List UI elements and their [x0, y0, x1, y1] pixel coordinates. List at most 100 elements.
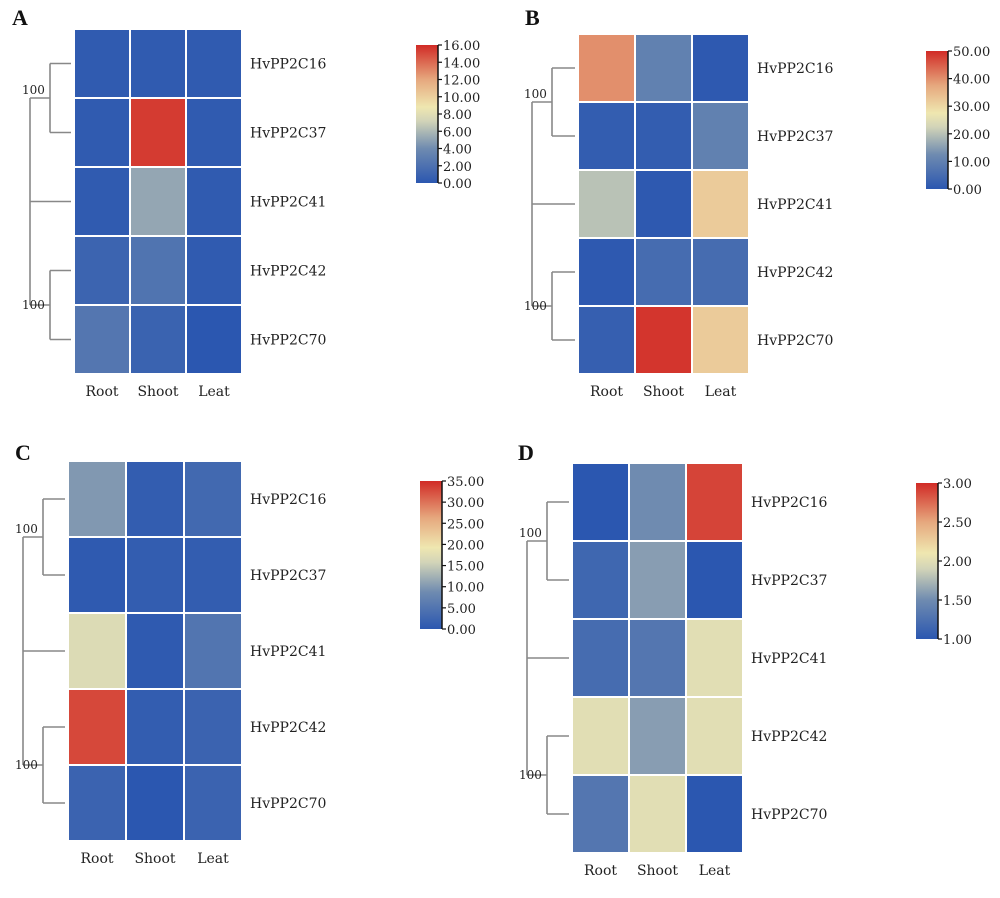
colorbar-tick-label: 25.00	[447, 517, 484, 532]
colorbar-tick-label: 12.00	[443, 74, 480, 89]
colorbar-tick-label: 2.00	[943, 555, 972, 570]
dendrogram	[531, 67, 575, 341]
heatmap-cell-hvpp2c70-shoot	[125, 764, 185, 842]
heatmap-cell-hvpp2c42-root	[577, 237, 636, 307]
column-label: Shoot	[637, 863, 678, 879]
heatmap-cell-hvpp2c42-shoot	[634, 237, 693, 307]
colorbar-tick-label: 0.00	[443, 177, 472, 192]
heatmap-cell-hvpp2c37-root	[577, 101, 636, 171]
bootstrap-value: 100	[524, 299, 547, 313]
colorbar-tick-label: 20.00	[447, 538, 484, 553]
heatmap-cell-hvpp2c16-root	[73, 28, 131, 99]
heatmap-cell-hvpp2c41-leat	[691, 169, 750, 239]
row-label: HvPP2C41	[757, 197, 833, 213]
column-label: Shoot	[134, 851, 175, 867]
heatmap-cell-hvpp2c70-shoot	[628, 774, 687, 854]
heatmap-cell-hvpp2c42-shoot	[628, 696, 687, 776]
column-label: Shoot	[137, 384, 178, 400]
heatmap-cell-hvpp2c41-leat	[685, 618, 744, 698]
colorbar-tick-label: 10.00	[443, 91, 480, 106]
colorbar	[416, 45, 438, 183]
colorbar	[420, 481, 442, 629]
panel-label: C	[15, 440, 31, 465]
colorbar	[926, 51, 948, 189]
heatmap-cell-hvpp2c37-shoot	[129, 97, 187, 168]
colorbar-tick-label: 14.00	[443, 56, 480, 71]
colorbar-tick-label: 6.00	[443, 125, 472, 140]
row-label: HvPP2C37	[751, 573, 827, 589]
colorbar-tick-label: 20.00	[953, 128, 990, 143]
bootstrap-value: 100	[22, 298, 45, 312]
heatmap-cell-hvpp2c70-root	[67, 764, 127, 842]
colorbar-tick-label: 5.00	[447, 602, 476, 617]
dendrogram	[22, 498, 65, 804]
heatmap-cell-hvpp2c41-root	[577, 169, 636, 239]
heatmap-cell-hvpp2c16-leat	[183, 460, 243, 538]
row-label: HvPP2C37	[250, 568, 326, 584]
bootstrap-value: 100	[15, 758, 38, 772]
heatmap-cell-hvpp2c16-leat	[691, 33, 750, 103]
heatmap-cell-hvpp2c70-root	[577, 305, 636, 375]
heatmap-cell-hvpp2c16-shoot	[634, 33, 693, 103]
heatmap-cell-hvpp2c37-leat	[183, 536, 243, 614]
bootstrap-value: 100	[519, 526, 542, 540]
heatmap-cell-hvpp2c42-root	[571, 696, 630, 776]
heatmap-cell-hvpp2c16-root	[577, 33, 636, 103]
heatmap-cell-hvpp2c41-leat	[185, 166, 243, 237]
heatmap-cell-hvpp2c41-shoot	[634, 169, 693, 239]
heatmap-cell-hvpp2c70-shoot	[634, 305, 693, 375]
colorbar-tick-label: 30.00	[953, 100, 990, 115]
bootstrap-value: 100	[519, 768, 542, 782]
panel-label: B	[525, 5, 540, 30]
heatmap-cell-hvpp2c42-leat	[691, 237, 750, 307]
heatmap-cell-hvpp2c16-shoot	[129, 28, 187, 99]
column-label: Shoot	[643, 384, 684, 400]
heatmap-cell-hvpp2c41-shoot	[628, 618, 687, 698]
colorbar	[916, 483, 938, 639]
heatmap-cell-hvpp2c42-root	[67, 688, 127, 766]
heatmap-cell-hvpp2c42-shoot	[129, 235, 187, 306]
heatmap-cell-hvpp2c70-leat	[685, 774, 744, 854]
heatmap-cell-hvpp2c37-root	[571, 540, 630, 620]
heatmap-cell-hvpp2c70-leat	[183, 764, 243, 842]
row-label: HvPP2C41	[250, 195, 326, 211]
heatmap-cell-hvpp2c70-shoot	[129, 304, 187, 375]
column-label: Root	[85, 384, 118, 400]
heatmap-cell-hvpp2c37-leat	[685, 540, 744, 620]
heatmap-panel-c: C HvPP2C16 HvPP2C37 HvPP2C41 HvPP2C42 HvPP2C7…	[15, 440, 484, 867]
heatmap-cell-hvpp2c42-leat	[183, 688, 243, 766]
row-label: HvPP2C37	[757, 129, 833, 145]
row-label: HvPP2C16	[250, 492, 326, 508]
heatmap-cell-hvpp2c37-shoot	[628, 540, 687, 620]
panel-label: D	[518, 440, 534, 465]
heatmap-cell-hvpp2c42-root	[73, 235, 131, 306]
colorbar-tick-label: 2.00	[443, 160, 472, 175]
colorbar-tick-label: 8.00	[443, 108, 472, 123]
heatmap-cell-hvpp2c42-shoot	[125, 688, 185, 766]
row-label: HvPP2C42	[757, 265, 833, 281]
heatmap-cell-hvpp2c70-root	[571, 774, 630, 854]
colorbar-tick-label: 16.00	[443, 39, 480, 54]
colorbar-tick-label: 35.00	[447, 475, 484, 490]
column-label: Root	[590, 384, 623, 400]
heatmap-cell-hvpp2c16-root	[67, 460, 127, 538]
heatmap-cell-hvpp2c70-root	[73, 304, 131, 375]
column-label: Root	[80, 851, 113, 867]
row-label: HvPP2C37	[250, 126, 326, 142]
colorbar-tick-label: 40.00	[953, 73, 990, 88]
heatmap-cell-hvpp2c41-root	[73, 166, 131, 237]
bootstrap-value: 100	[524, 87, 547, 101]
heatmap-cell-hvpp2c16-shoot	[125, 460, 185, 538]
row-label: HvPP2C42	[250, 264, 326, 280]
heatmap-cell-hvpp2c16-shoot	[628, 462, 687, 542]
row-label: HvPP2C16	[751, 495, 827, 511]
colorbar-tick-label: 30.00	[447, 496, 484, 511]
colorbar-tick-label: 1.00	[943, 633, 972, 648]
row-label: HvPP2C41	[250, 644, 326, 660]
heatmap-cell-hvpp2c37-root	[67, 536, 127, 614]
row-label: HvPP2C70	[250, 796, 326, 812]
colorbar-tick-label: 4.00	[443, 143, 472, 158]
heatmap-cell-hvpp2c42-leat	[685, 696, 744, 776]
colorbar-tick-label: 10.00	[953, 155, 990, 170]
heatmap-panel-d: D HvPP2C16 HvPP2C37 HvPP2C41 HvPP2C42 HvPP2C7…	[518, 440, 972, 879]
